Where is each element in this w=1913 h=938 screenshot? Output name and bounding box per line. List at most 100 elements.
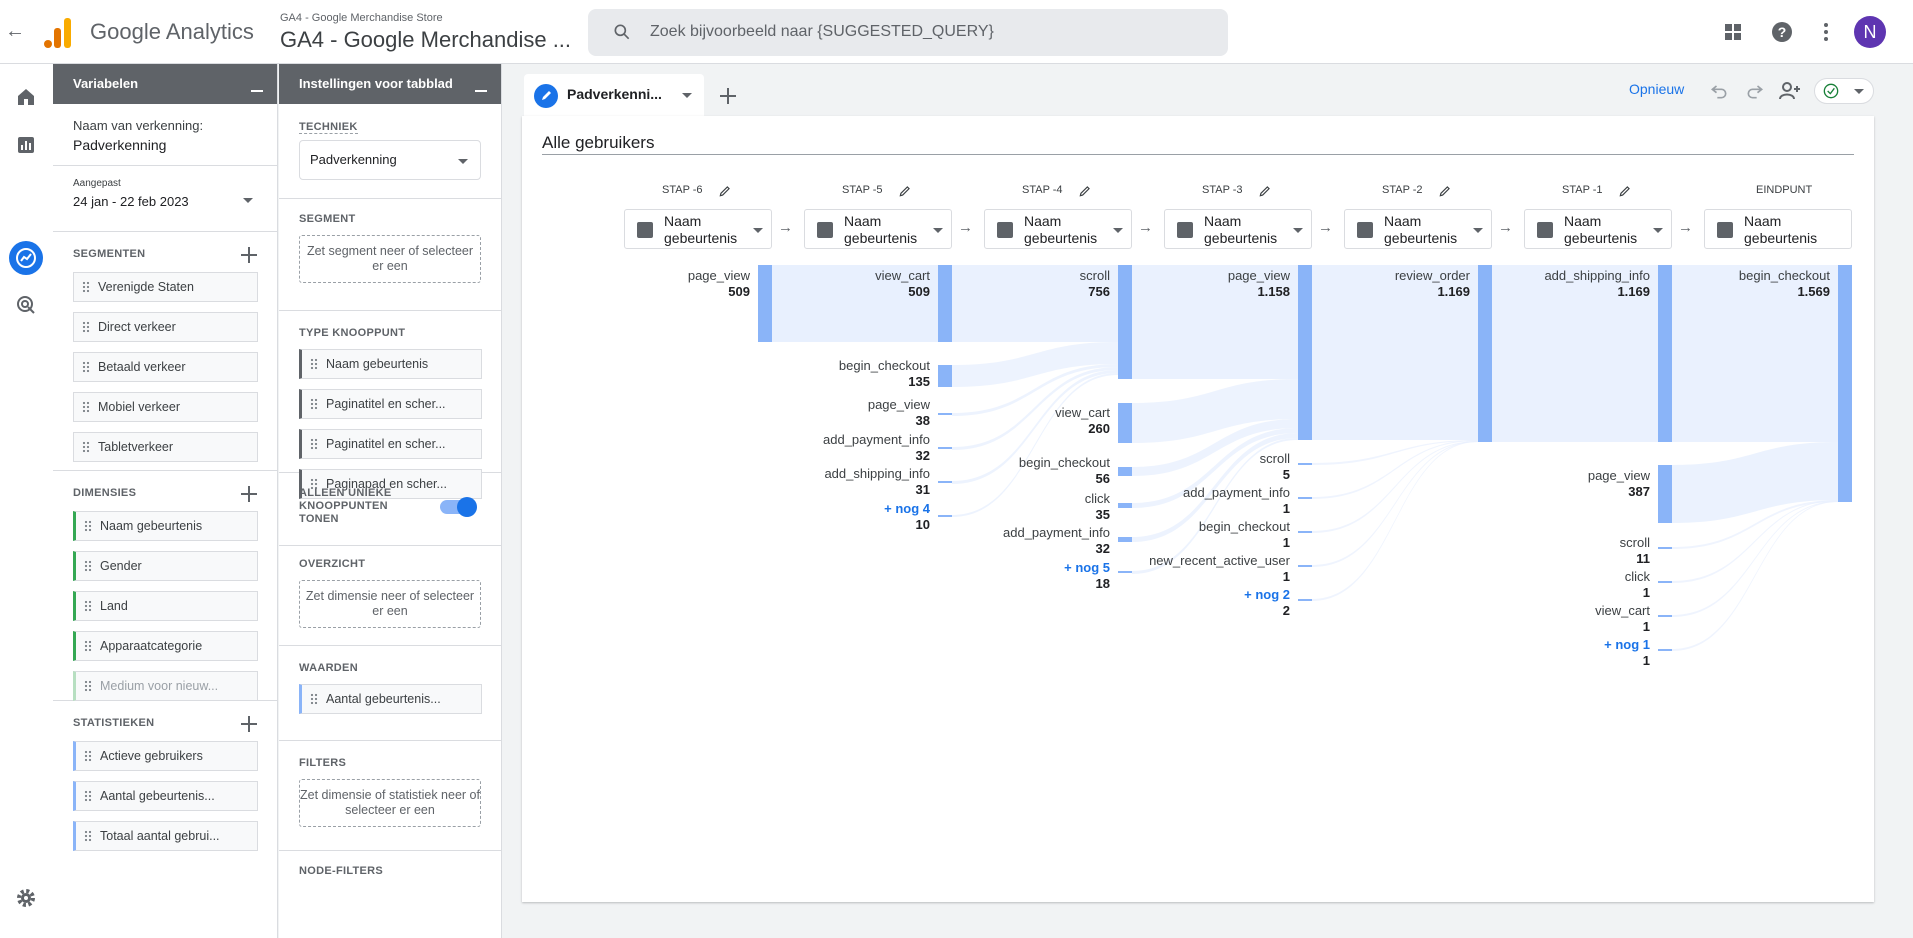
- more-vert-icon[interactable]: [1814, 20, 1838, 44]
- dimension-chip[interactable]: Land: [73, 591, 258, 621]
- path-node-bar[interactable]: [1478, 265, 1492, 442]
- unique-nodes-toggle[interactable]: [440, 497, 477, 517]
- node-type-chip[interactable]: Paginatitel en scher...: [299, 429, 482, 459]
- technique-select[interactable]: Padverkenning: [299, 140, 481, 180]
- date-range-section[interactable]: Aangepast 24 jan - 22 feb 2023: [53, 166, 277, 232]
- edit-step-pencil-icon[interactable]: [1078, 184, 1092, 198]
- edit-step-pencil-icon[interactable]: [718, 184, 732, 198]
- expand-more-nodes-link[interactable]: + nog 2: [1244, 587, 1290, 602]
- drag-handle-icon[interactable]: [84, 830, 92, 842]
- property-account[interactable]: GA4 - Google Merchandise Store: [280, 12, 443, 24]
- chevron-down-icon[interactable]: [1473, 228, 1483, 233]
- path-node-bar[interactable]: [1118, 265, 1132, 379]
- step-node-type-select[interactable]: Naam gebeurtenis: [984, 209, 1132, 249]
- drag-handle-icon[interactable]: [82, 321, 90, 333]
- step-node-type-select[interactable]: Naam gebeurtenis: [1524, 209, 1672, 249]
- step-node-type-select[interactable]: Naam gebeurtenis: [624, 209, 772, 249]
- chevron-down-icon[interactable]: [1854, 89, 1864, 94]
- path-node-bar[interactable]: [1658, 615, 1672, 617]
- explore-icon[interactable]: [14, 246, 38, 270]
- drag-handle-icon[interactable]: [82, 361, 90, 373]
- add-metric-icon[interactable]: [241, 716, 257, 732]
- segment-chip[interactable]: Verenigde Staten: [73, 272, 258, 302]
- path-node-bar[interactable]: [1658, 265, 1672, 442]
- path-node-bar[interactable]: [1838, 265, 1852, 502]
- step-node-type-select[interactable]: Naam gebeurtenis: [1164, 209, 1312, 249]
- add-segment-icon[interactable]: [241, 247, 257, 263]
- chevron-down-icon[interactable]: [243, 198, 253, 203]
- exploration-name-value[interactable]: Padverkenning: [73, 137, 167, 153]
- segment-chip[interactable]: Tabletverkeer: [73, 432, 258, 462]
- tab-path-exploration[interactable]: Padverkenni...: [524, 74, 704, 116]
- drag-handle-icon[interactable]: [82, 281, 90, 293]
- dimension-chip[interactable]: Apparaatcategorie: [73, 631, 258, 661]
- drag-handle-icon[interactable]: [84, 680, 92, 692]
- path-node-bar[interactable]: [1658, 465, 1672, 523]
- dimension-chip[interactable]: Naam gebeurtenis: [73, 511, 258, 541]
- path-node-bar[interactable]: [1298, 531, 1312, 533]
- redo-start-over-button[interactable]: Opnieuw: [1629, 81, 1685, 97]
- status-check-button[interactable]: [1814, 78, 1874, 104]
- redo-icon[interactable]: [1745, 81, 1765, 101]
- drag-handle-icon[interactable]: [82, 441, 90, 453]
- drag-handle-icon[interactable]: [84, 790, 92, 802]
- path-node-bar[interactable]: [1298, 599, 1312, 601]
- path-node-bar[interactable]: [1118, 571, 1132, 573]
- chevron-down-icon[interactable]: [753, 228, 763, 233]
- values-chip[interactable]: Aantal gebeurtenis...: [299, 684, 482, 714]
- path-node-bar[interactable]: [938, 413, 952, 415]
- edit-step-pencil-icon[interactable]: [1618, 184, 1632, 198]
- filters-dropzone[interactable]: Zet dimensie of statistiek neer of selec…: [299, 779, 481, 827]
- drag-handle-icon[interactable]: [310, 693, 318, 705]
- path-node-bar[interactable]: [1118, 467, 1132, 476]
- chevron-down-icon[interactable]: [1113, 228, 1123, 233]
- help-icon[interactable]: ?: [1770, 20, 1794, 44]
- dimension-chip[interactable]: Medium voor nieuw...: [73, 671, 258, 701]
- path-node-bar[interactable]: [1298, 565, 1312, 567]
- edit-step-pencil-icon[interactable]: [1258, 184, 1272, 198]
- reports-icon[interactable]: [14, 133, 38, 157]
- edit-step-pencil-icon[interactable]: [898, 184, 912, 198]
- path-node-bar[interactable]: [1658, 581, 1672, 583]
- chevron-down-icon[interactable]: [1293, 228, 1303, 233]
- google-analytics-logo[interactable]: [44, 16, 72, 48]
- step-node-type-select[interactable]: Naam gebeurtenis: [1704, 209, 1852, 249]
- minimize-icon[interactable]: [251, 90, 263, 92]
- edit-step-pencil-icon[interactable]: [1438, 184, 1452, 198]
- metric-chip[interactable]: Aantal gebeurtenis...: [73, 781, 258, 811]
- undo-icon[interactable]: [1709, 81, 1729, 101]
- add-tab-icon[interactable]: [712, 80, 744, 112]
- drag-handle-icon[interactable]: [84, 560, 92, 572]
- share-user-icon[interactable]: [1778, 79, 1802, 103]
- path-node-bar[interactable]: [758, 265, 772, 342]
- chevron-down-icon[interactable]: [682, 93, 692, 98]
- minimize-icon[interactable]: [475, 90, 487, 92]
- expand-more-nodes-link[interactable]: + nog 1: [1604, 637, 1650, 652]
- chevron-down-icon[interactable]: [458, 159, 468, 164]
- search-input[interactable]: [650, 17, 1210, 47]
- path-node-bar[interactable]: [938, 447, 952, 449]
- drag-handle-icon[interactable]: [310, 358, 318, 370]
- property-selector[interactable]: GA4 - Google Merchandise ...: [280, 27, 572, 52]
- segment-chip[interactable]: Mobiel verkeer: [73, 392, 258, 422]
- drag-handle-icon[interactable]: [84, 750, 92, 762]
- step-node-type-select[interactable]: Naam gebeurtenis: [804, 209, 952, 249]
- overview-dropzone[interactable]: Zet dimensie neer of selecteer er een: [299, 580, 481, 628]
- home-icon[interactable]: [14, 85, 38, 109]
- path-node-bar[interactable]: [1118, 537, 1132, 542]
- node-type-chip[interactable]: Paginatitel en scher...: [299, 389, 482, 419]
- segment-chip[interactable]: Betaald verkeer: [73, 352, 258, 382]
- path-node-bar[interactable]: [1658, 547, 1672, 549]
- avatar[interactable]: N: [1854, 16, 1886, 48]
- path-node-bar[interactable]: [1298, 265, 1312, 440]
- drag-handle-icon[interactable]: [310, 438, 318, 450]
- expand-more-nodes-link[interactable]: + nog 4: [884, 501, 930, 516]
- path-node-bar[interactable]: [938, 265, 952, 342]
- path-node-bar[interactable]: [938, 365, 952, 387]
- apps-grid-icon[interactable]: [1721, 20, 1745, 44]
- chevron-down-icon[interactable]: [933, 228, 943, 233]
- edit-pencil-icon[interactable]: [534, 84, 558, 108]
- node-type-chip[interactable]: Naam gebeurtenis: [299, 349, 482, 379]
- path-node-bar[interactable]: [938, 481, 952, 483]
- step-node-type-select[interactable]: Naam gebeurtenis: [1344, 209, 1492, 249]
